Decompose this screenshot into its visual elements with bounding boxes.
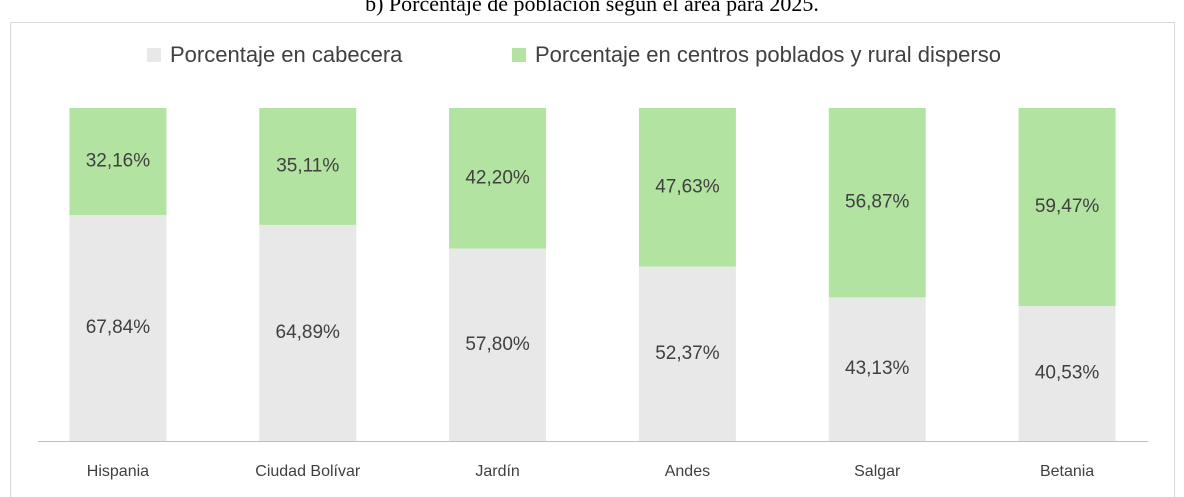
data-label: 52,37%	[655, 343, 720, 364]
data-label: 59,47%	[1035, 196, 1100, 217]
data-label: 35,11%	[276, 155, 339, 176]
x-tick-label: Ciudad Bolívar	[255, 463, 361, 480]
legend-label: Porcentaje en centros poblados y rural d…	[535, 42, 1001, 67]
data-label: 57,80%	[465, 334, 530, 355]
x-tick-label: Hispania	[87, 463, 149, 480]
bar-segment	[1018, 108, 1116, 307]
data-label: 47,63%	[655, 176, 720, 197]
x-tick-label: Salgar	[854, 463, 901, 480]
x-tick-label: Jardín	[475, 463, 519, 480]
data-label: 42,20%	[465, 167, 530, 188]
data-label: 64,89%	[276, 322, 341, 343]
chart-frame	[10, 22, 1175, 497]
bar-segment	[449, 108, 547, 249]
x-tick-label: Betania	[1040, 463, 1094, 480]
bar-segment	[1018, 306, 1116, 441]
data-label: 43,13%	[845, 358, 910, 379]
legend-swatch	[512, 48, 526, 62]
bar-segment	[449, 248, 547, 441]
data-label: 56,87%	[845, 192, 910, 213]
bar-segment	[69, 108, 167, 216]
data-label: 32,16%	[86, 151, 151, 172]
bar-segment	[638, 266, 736, 441]
bar-segment	[259, 224, 357, 441]
data-label: 40,53%	[1035, 363, 1100, 384]
legend-swatch	[147, 48, 161, 62]
title-backdrop	[250, 0, 950, 21]
bar-segment	[828, 108, 926, 298]
x-tick-label: Andes	[665, 463, 710, 480]
bar-segment	[259, 108, 357, 225]
data-label: 67,84%	[86, 317, 151, 338]
legend-label: Porcentaje en cabecera	[170, 42, 403, 67]
chart-title: b) Porcentaje de población según el área…	[365, 0, 819, 16]
bar-segment	[638, 108, 736, 267]
bar-segment	[828, 297, 926, 441]
bar-segment	[69, 215, 167, 441]
